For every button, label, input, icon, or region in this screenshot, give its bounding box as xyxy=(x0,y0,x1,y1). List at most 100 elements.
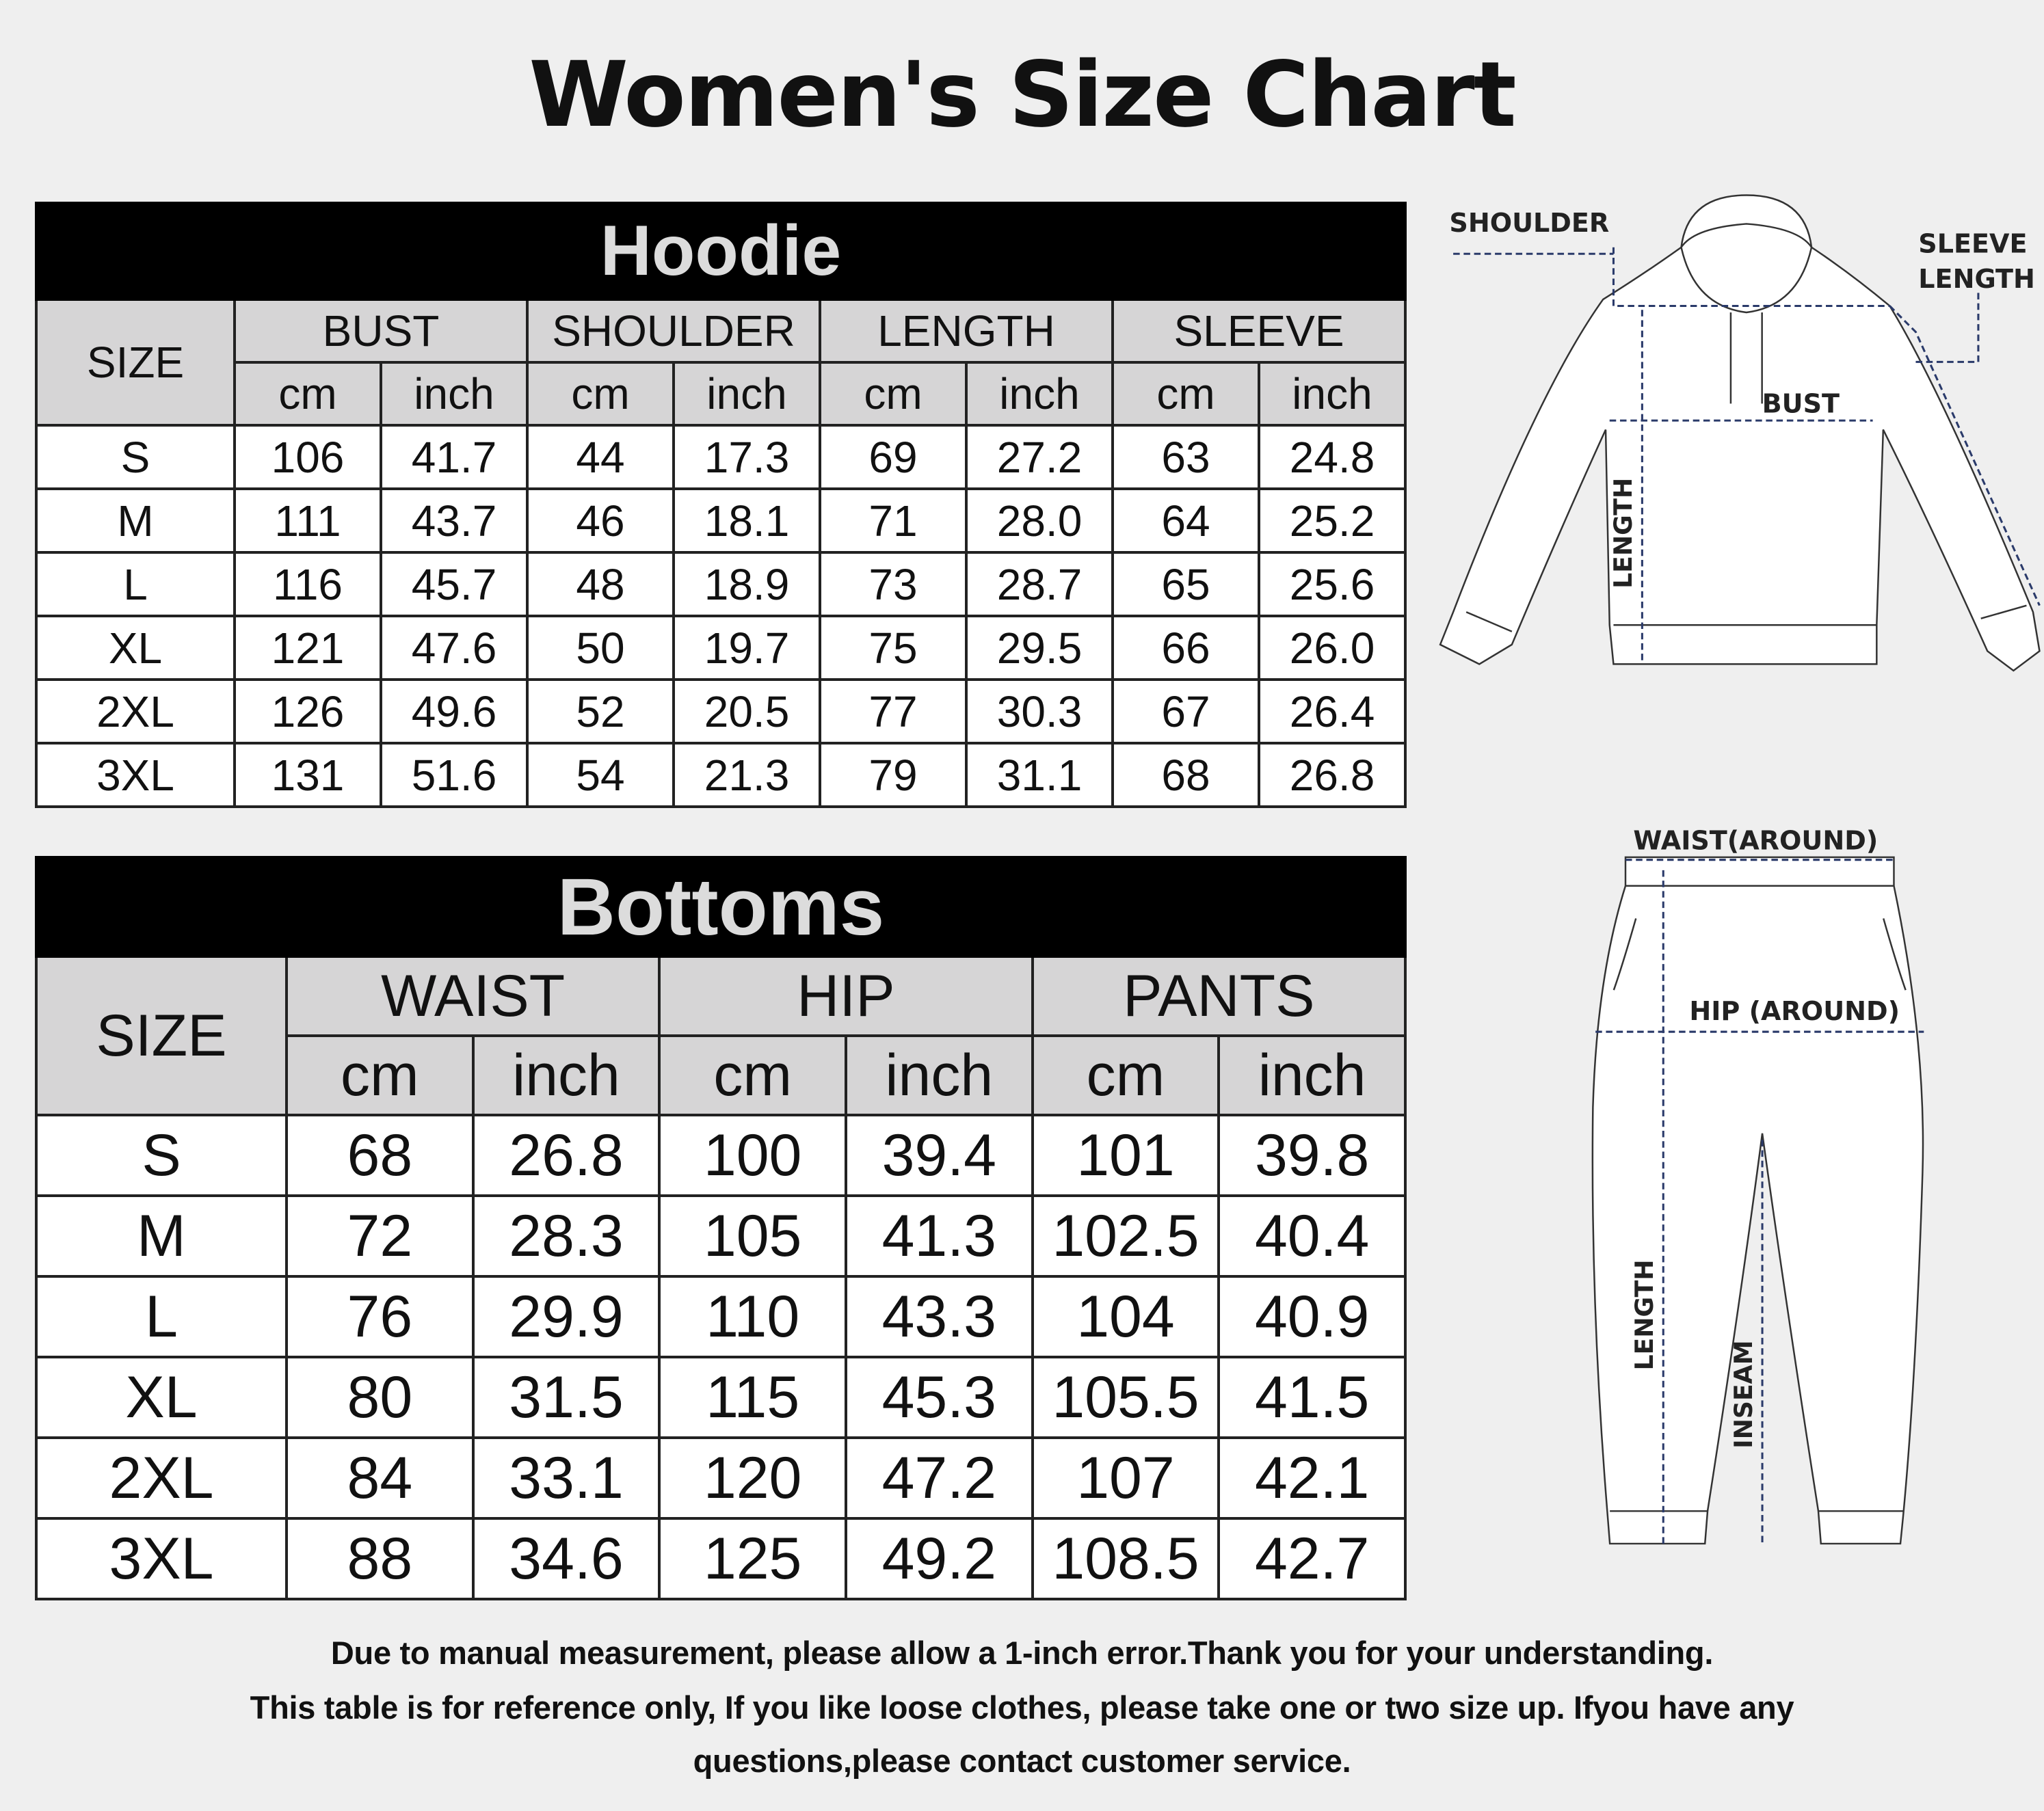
unit-header-cm: cm xyxy=(285,1034,475,1116)
value-cell: 33.1 xyxy=(471,1436,661,1520)
value-cell: 126 xyxy=(233,678,382,744)
value-cell: 80 xyxy=(285,1356,475,1439)
value-cell: 111 xyxy=(233,487,382,554)
value-cell: 25.2 xyxy=(1258,487,1407,554)
hoodie-measurement-diagram: SHOULDER SLEEVE LENGTH BUST LENGTH xyxy=(1439,194,2041,672)
value-cell: 24.8 xyxy=(1258,424,1407,490)
sleeve-measure-line xyxy=(1889,293,2041,606)
value-cell: 101 xyxy=(1031,1114,1221,1197)
shoulder-label: SHOULDER xyxy=(1449,208,1609,238)
table-caption: Hoodie xyxy=(35,202,1407,301)
value-cell: 66 xyxy=(1111,615,1260,681)
value-cell: 21.3 xyxy=(672,742,821,808)
value-cell: 47.2 xyxy=(844,1436,1034,1520)
unit-header-inch: inch xyxy=(1258,361,1407,427)
unit-header-cm: cm xyxy=(819,361,968,427)
table-row: 3XL 131 51.6 54 21.3 79 31.1 68 26.8 xyxy=(35,742,1407,808)
size-cell: M xyxy=(35,487,236,554)
value-cell: 43.7 xyxy=(380,487,529,554)
footer-line-2: This table is for reference only, If you… xyxy=(250,1689,1794,1726)
value-cell: 26.0 xyxy=(1258,615,1407,681)
size-cell: M xyxy=(35,1194,288,1278)
value-cell: 17.3 xyxy=(672,424,821,490)
unit-header-cm: cm xyxy=(526,361,675,427)
size-cell: 2XL xyxy=(35,678,236,744)
value-cell: 84 xyxy=(285,1436,475,1520)
value-cell: 75 xyxy=(819,615,968,681)
value-cell: 63 xyxy=(1111,424,1260,490)
value-cell: 50 xyxy=(526,615,675,681)
value-cell: 20.5 xyxy=(672,678,821,744)
hoodie-outline xyxy=(1439,194,2041,672)
value-cell: 108.5 xyxy=(1031,1517,1221,1600)
unit-header-cm: cm xyxy=(1031,1034,1221,1116)
value-cell: 107 xyxy=(1031,1436,1221,1520)
value-cell: 42.1 xyxy=(1217,1436,1407,1520)
value-cell: 49.2 xyxy=(844,1517,1034,1600)
value-cell: 105.5 xyxy=(1031,1356,1221,1439)
value-cell: 40.4 xyxy=(1217,1194,1407,1278)
value-cell: 116 xyxy=(233,551,382,617)
table-row: 3XL 88 34.6 125 49.2 108.5 42.7 xyxy=(35,1517,1407,1600)
value-cell: 102.5 xyxy=(1031,1194,1221,1278)
size-header: SIZE xyxy=(35,298,236,427)
value-cell: 45.3 xyxy=(844,1356,1034,1439)
table-row: M 111 43.7 46 18.1 71 28.0 64 25.2 xyxy=(35,487,1407,554)
value-cell: 64 xyxy=(1111,487,1260,554)
value-cell: 47.6 xyxy=(380,615,529,681)
table-row: XL 80 31.5 115 45.3 105.5 41.5 xyxy=(35,1356,1407,1439)
unit-header-inch: inch xyxy=(471,1034,661,1116)
column-group-header: BUST xyxy=(233,298,529,364)
value-cell: 79 xyxy=(819,742,968,808)
footer-line-1: Due to manual measurement, please allow … xyxy=(330,1635,1714,1671)
unit-header-inch: inch xyxy=(1217,1034,1407,1116)
value-cell: 54 xyxy=(526,742,675,808)
pants-outline xyxy=(1591,856,1924,1545)
pants-length-label: LENGTH xyxy=(1630,1259,1659,1370)
value-cell: 27.2 xyxy=(965,424,1114,490)
value-cell: 73 xyxy=(819,551,968,617)
hip-label: HIP (AROUND) xyxy=(1689,996,1900,1026)
size-cell: S xyxy=(35,1114,288,1197)
value-cell: 31.5 xyxy=(471,1356,661,1439)
table-caption: Bottoms xyxy=(35,856,1407,958)
value-cell: 110 xyxy=(658,1275,847,1358)
value-cell: 34.6 xyxy=(471,1517,661,1600)
unit-header-inch: inch xyxy=(380,361,529,427)
size-cell: 3XL xyxy=(35,1517,288,1600)
value-cell: 65 xyxy=(1111,551,1260,617)
value-cell: 41.7 xyxy=(380,424,529,490)
unit-header-cm: cm xyxy=(233,361,382,427)
pants-measurement-diagram: WAIST(AROUND) HIP (AROUND) LENGTH INSEAM xyxy=(1591,825,1924,1545)
value-cell: 26.8 xyxy=(1258,742,1407,808)
footer-line-3: questions,please contact customer servic… xyxy=(693,1743,1351,1779)
value-cell: 72 xyxy=(285,1194,475,1278)
value-cell: 131 xyxy=(233,742,382,808)
unit-header-cm: cm xyxy=(658,1034,847,1116)
size-cell: L xyxy=(35,1275,288,1358)
value-cell: 115 xyxy=(658,1356,847,1439)
value-cell: 46 xyxy=(526,487,675,554)
sleeve-length-label: LENGTH xyxy=(1918,264,2035,294)
value-cell: 69 xyxy=(819,424,968,490)
value-cell: 42.7 xyxy=(1217,1517,1407,1600)
table-row: L 76 29.9 110 43.3 104 40.9 xyxy=(35,1275,1407,1358)
page-title: Women's Size Chart xyxy=(529,42,1516,148)
value-cell: 120 xyxy=(658,1436,847,1520)
table-row: S 68 26.8 100 39.4 101 39.8 xyxy=(35,1114,1407,1197)
value-cell: 39.4 xyxy=(844,1114,1034,1197)
table-row: 2XL 126 49.6 52 20.5 77 30.3 67 26.4 xyxy=(35,678,1407,744)
table-row: XL 121 47.6 50 19.7 75 29.5 66 26.0 xyxy=(35,615,1407,681)
value-cell: 100 xyxy=(658,1114,847,1197)
value-cell: 77 xyxy=(819,678,968,744)
column-group-header: WAIST xyxy=(284,955,661,1037)
value-cell: 106 xyxy=(233,424,382,490)
shoulder-measure-line xyxy=(1453,247,1890,307)
column-group-header: HIP xyxy=(658,955,1034,1037)
size-cell: XL xyxy=(35,615,236,681)
value-cell: 19.7 xyxy=(672,615,821,681)
value-cell: 52 xyxy=(526,678,675,744)
value-cell: 76 xyxy=(285,1275,475,1358)
value-cell: 104 xyxy=(1031,1275,1221,1358)
value-cell: 39.8 xyxy=(1217,1114,1407,1197)
